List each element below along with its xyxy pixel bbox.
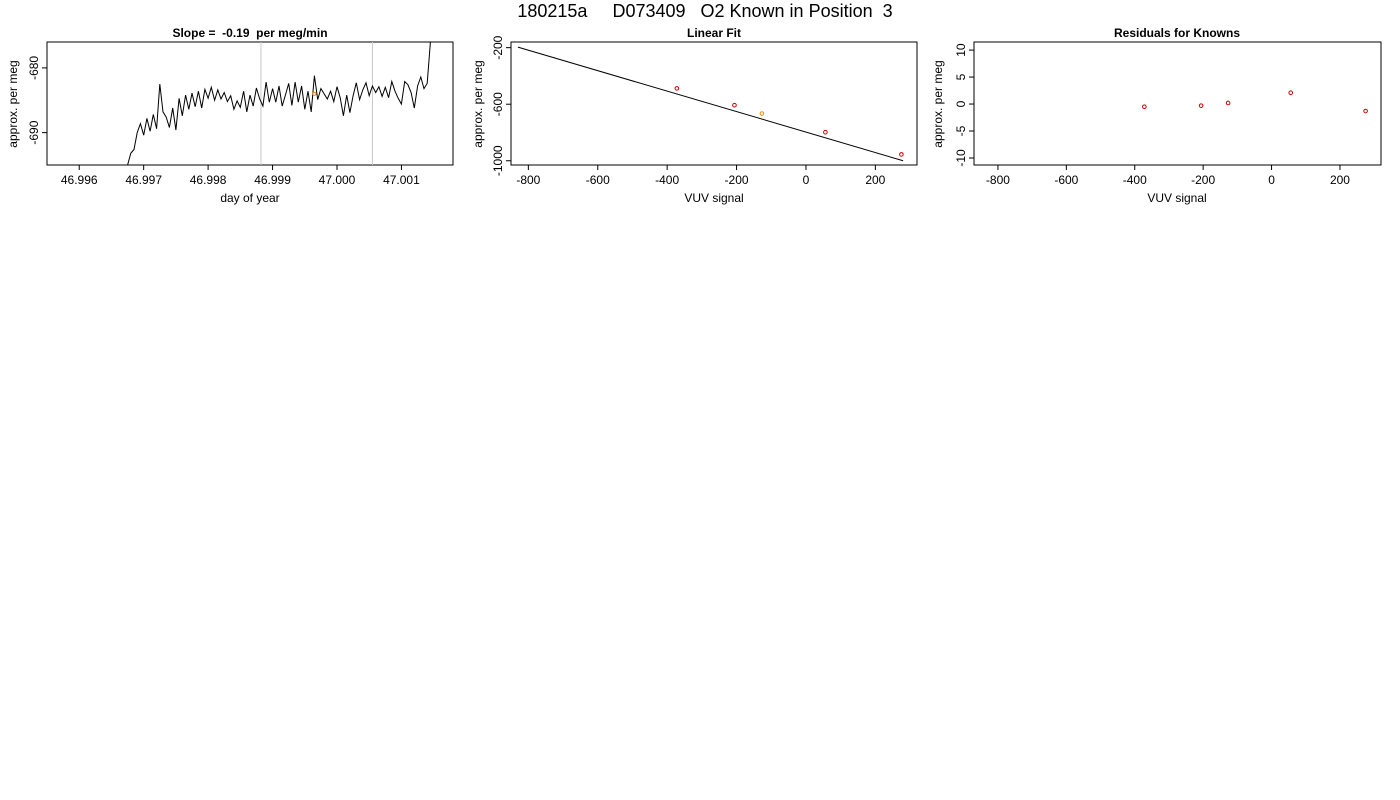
main-title: 180215a D073409 O2 Known in Position 3 [517, 1, 893, 21]
x-tick-label: 0 [803, 173, 810, 187]
plot-area [1142, 90, 1368, 114]
x-axis-label: day of year [220, 191, 279, 205]
y-tick-label: 5 [954, 73, 968, 80]
data-point [759, 111, 765, 116]
y-tick-label: 10 [954, 43, 968, 57]
x-tick-label: -600 [1054, 173, 1078, 187]
series-line [127, 42, 431, 165]
x-tick-label: -600 [586, 173, 610, 187]
plot-frame [510, 41, 918, 166]
y-tick-label: -1000 [491, 145, 505, 176]
y-tick-label: 0 [954, 100, 968, 107]
y-axis-label: approx. per meg [931, 60, 945, 147]
data-point [1288, 90, 1294, 96]
x-axis-label: VUV signal [684, 191, 743, 205]
data-point [1363, 108, 1368, 114]
x-tick-label: 200 [865, 173, 885, 187]
x-tick-label: -200 [1191, 173, 1215, 187]
plot-frame [46, 41, 454, 166]
x-tick-label: 0 [1268, 173, 1275, 187]
linear-fit-chart: Linear Fit VUV signal approx. per meg -8… [471, 26, 918, 205]
x-tick-label: 46.998 [190, 173, 227, 187]
chart-title: Residuals for Knowns [1114, 26, 1240, 40]
x-tick-label: -400 [655, 173, 679, 187]
average-marker [312, 91, 317, 96]
chart-title: Linear Fit [687, 26, 741, 40]
x-tick-label: 46.999 [254, 173, 291, 187]
y-tick-label: -200 [491, 35, 505, 59]
plot-frame [973, 41, 1382, 166]
residuals-chart: Residuals for Knowns VUV signal approx. … [931, 26, 1382, 205]
plot-area [127, 42, 431, 165]
y-axis-label: approx. per meg [6, 60, 20, 147]
y-tick-label: -600 [491, 92, 505, 116]
x-tick-label: 47.001 [383, 173, 420, 187]
data-point [899, 152, 904, 157]
x-tick-label: 46.997 [125, 173, 162, 187]
y-tick-label: -5 [954, 125, 968, 136]
x-tick-label: -800 [986, 173, 1010, 187]
data-point [1225, 100, 1231, 106]
y-tick-label: -680 [27, 56, 41, 80]
x-tick-label: -800 [516, 173, 540, 187]
data-point [674, 86, 680, 91]
fit-line [517, 46, 904, 162]
x-tick-label: 46.996 [61, 173, 98, 187]
x-tick-label: -200 [725, 173, 749, 187]
x-tick-label: 47.000 [319, 173, 356, 187]
chart-title: Slope = -0.19 per meg/min [172, 26, 327, 40]
data-point [1142, 104, 1147, 110]
x-axis-label: VUV signal [1147, 191, 1206, 205]
data-point [1198, 103, 1204, 108]
plot-area [517, 46, 904, 162]
y-tick-label: -690 [27, 120, 41, 144]
x-tick-label: 200 [1330, 173, 1350, 187]
data-point [732, 102, 737, 108]
slope-chart: Slope = -0.19 per meg/min day of year ap… [6, 26, 454, 205]
data-point [823, 129, 828, 135]
x-tick-label: -400 [1123, 173, 1147, 187]
y-axis-label: approx. per meg [471, 60, 485, 147]
y-tick-label: -10 [954, 149, 968, 167]
